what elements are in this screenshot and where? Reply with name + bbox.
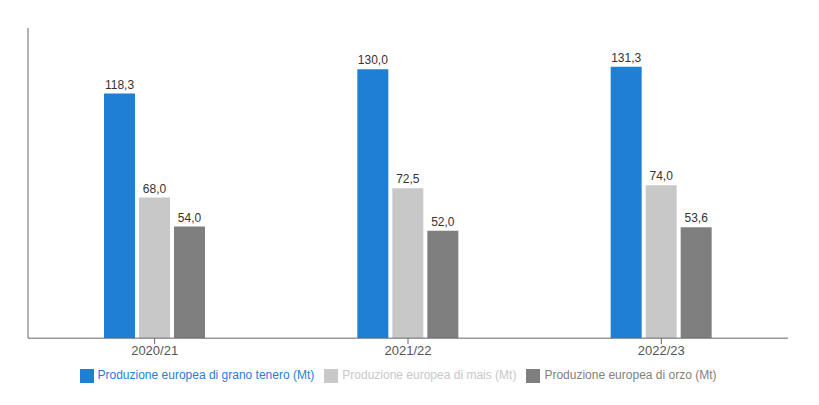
svg-text:2021/22: 2021/22 (385, 343, 432, 358)
svg-text:74,0: 74,0 (649, 169, 673, 183)
svg-text:118,3: 118,3 (105, 78, 134, 92)
html-text:Produzione europea di grano te: Produzione europea di grano tenero (Mt) (97, 368, 315, 383)
svg-text:131,3: 131,3 (611, 51, 641, 65)
html-text:Produzione europea di orzo (Mt: Produzione europea di orzo (Mt) (544, 368, 717, 383)
svg-text:2022/23: 2022/23 (638, 343, 685, 358)
svg-text:53,6: 53,6 (684, 211, 708, 225)
svg-text:72,5: 72,5 (396, 172, 420, 186)
svg-text:54,0: 54,0 (178, 211, 202, 225)
svg-text:52,0: 52,0 (431, 215, 455, 229)
svg-text:130,0: 130,0 (358, 53, 388, 67)
html-text:Produzione europea di mais (Mt: Produzione europea di mais (Mt) (342, 368, 517, 383)
svg-text:2020/21: 2020/21 (131, 343, 178, 358)
svg-text:68,0: 68,0 (143, 182, 167, 196)
